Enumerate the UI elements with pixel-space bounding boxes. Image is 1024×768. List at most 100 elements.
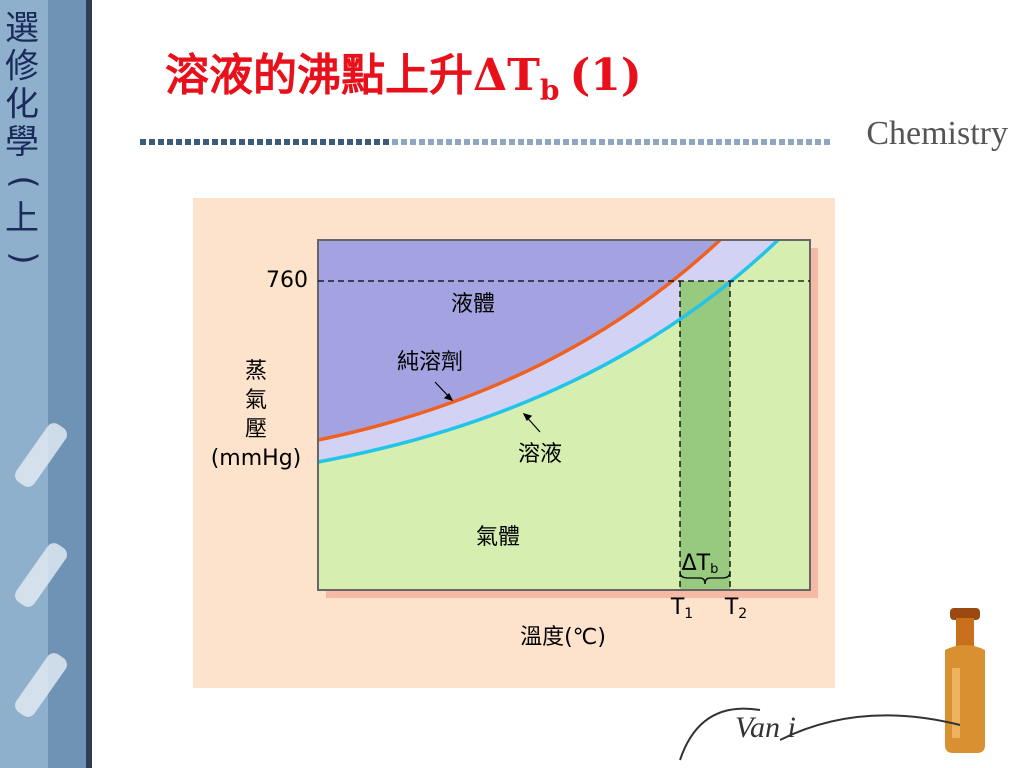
liquid-region <box>318 240 720 440</box>
divider-dot <box>824 139 830 145</box>
divider-dot <box>266 139 272 145</box>
logo: Van i <box>735 711 796 744</box>
divider-dot <box>410 139 416 145</box>
t1-sub: 1 <box>684 606 693 622</box>
divider-dot <box>815 139 821 145</box>
divider-dot <box>176 139 182 145</box>
divider-dot <box>608 139 614 145</box>
y-label-line: 蒸 <box>245 359 267 384</box>
divider-dot <box>329 139 335 145</box>
divider-dot <box>284 139 290 145</box>
divider-dot <box>707 139 713 145</box>
divider-dot <box>626 139 632 145</box>
divider-dot <box>302 139 308 145</box>
divider-dot <box>716 139 722 145</box>
title-text: 溶液的沸點上升ΔT <box>165 50 540 101</box>
divider-dot <box>563 139 569 145</box>
divider-dot <box>419 139 425 145</box>
divider-dot <box>392 139 398 145</box>
sidebar-char: 上 <box>5 199 39 239</box>
divider-dot <box>212 139 218 145</box>
divider-dot <box>239 139 245 145</box>
divider-dot <box>572 139 578 145</box>
divider-dot <box>500 139 506 145</box>
divider-dot <box>644 139 650 145</box>
divider-dot <box>149 139 155 145</box>
divider-dot <box>257 139 263 145</box>
divider-dot <box>770 139 776 145</box>
divider-dot <box>536 139 542 145</box>
divider-dot <box>680 139 686 145</box>
t2-label: T2 <box>724 595 747 622</box>
brand: Chemistry <box>866 115 1008 152</box>
guides <box>318 280 810 590</box>
divider-dot <box>428 139 434 145</box>
divider-dot <box>185 139 191 145</box>
divider-dot <box>518 139 524 145</box>
divider-dot <box>311 139 317 145</box>
pointer-arrows <box>434 381 541 433</box>
divider-dot <box>554 139 560 145</box>
divider-dot <box>752 139 758 145</box>
divider-dot <box>806 139 812 145</box>
divider-dot <box>230 139 236 145</box>
t1-label: T1 <box>670 595 693 622</box>
divider-dot <box>347 139 353 145</box>
divider-dot <box>527 139 533 145</box>
logo-swoosh <box>679 707 961 761</box>
bottle <box>945 608 985 753</box>
sidebar-char: 選 <box>5 9 39 49</box>
plot-frame <box>317 239 811 591</box>
solvent-curve <box>317 238 722 442</box>
delta-brace <box>679 571 731 585</box>
divider-dot <box>374 139 380 145</box>
divider-dot <box>401 139 407 145</box>
divider-dot <box>338 139 344 145</box>
y-label-line: 壓 <box>245 417 267 442</box>
divider-dot <box>725 139 731 145</box>
divider-dot <box>734 139 740 145</box>
y-label-line: (mmHg) <box>211 446 302 471</box>
divider-dot <box>194 139 200 145</box>
divider-dot <box>473 139 479 145</box>
title-suffix: (1) <box>569 50 641 101</box>
divider-dot <box>617 139 623 145</box>
sidebar-char: 學 <box>5 123 39 163</box>
divider-dot <box>203 139 209 145</box>
divider-dot <box>779 139 785 145</box>
divider-dot <box>455 139 461 145</box>
delta-text: ΔT <box>682 551 711 576</box>
divider-dot <box>158 139 164 145</box>
delta-sub: b <box>710 562 718 577</box>
divider-dot <box>689 139 695 145</box>
slide-title: 溶液的沸點上升ΔTb (1) <box>165 50 642 107</box>
sidebar-edge <box>86 0 92 768</box>
divider-dot <box>698 139 704 145</box>
divider-dot <box>320 139 326 145</box>
divider-dot <box>140 139 146 145</box>
divider-dot <box>797 139 803 145</box>
t2-text: T <box>724 595 739 620</box>
solution-curve <box>317 238 780 464</box>
divider <box>140 139 830 145</box>
sidebar-char: 化 <box>5 85 39 125</box>
divider-dot <box>383 139 389 145</box>
divider-dot <box>788 139 794 145</box>
liquid-label: 液體 <box>451 292 495 317</box>
sidebar-bottles <box>15 423 67 717</box>
divider-dot <box>662 139 668 145</box>
y-label-line: 氣 <box>245 388 267 413</box>
delta-label: ΔTb <box>682 551 719 577</box>
divider-dot <box>509 139 515 145</box>
title-sub: b <box>540 74 560 107</box>
divider-dot <box>671 139 677 145</box>
y-axis-label: 蒸氣壓 (mmHg) <box>211 359 302 471</box>
divider-dot <box>491 139 497 145</box>
divider-dot <box>743 139 749 145</box>
solution-label: 溶液 <box>518 442 562 467</box>
gas-label: 氣體 <box>476 525 520 550</box>
divider-dot <box>545 139 551 145</box>
divider-dot <box>590 139 596 145</box>
sidebar-char: 修 <box>5 47 39 87</box>
